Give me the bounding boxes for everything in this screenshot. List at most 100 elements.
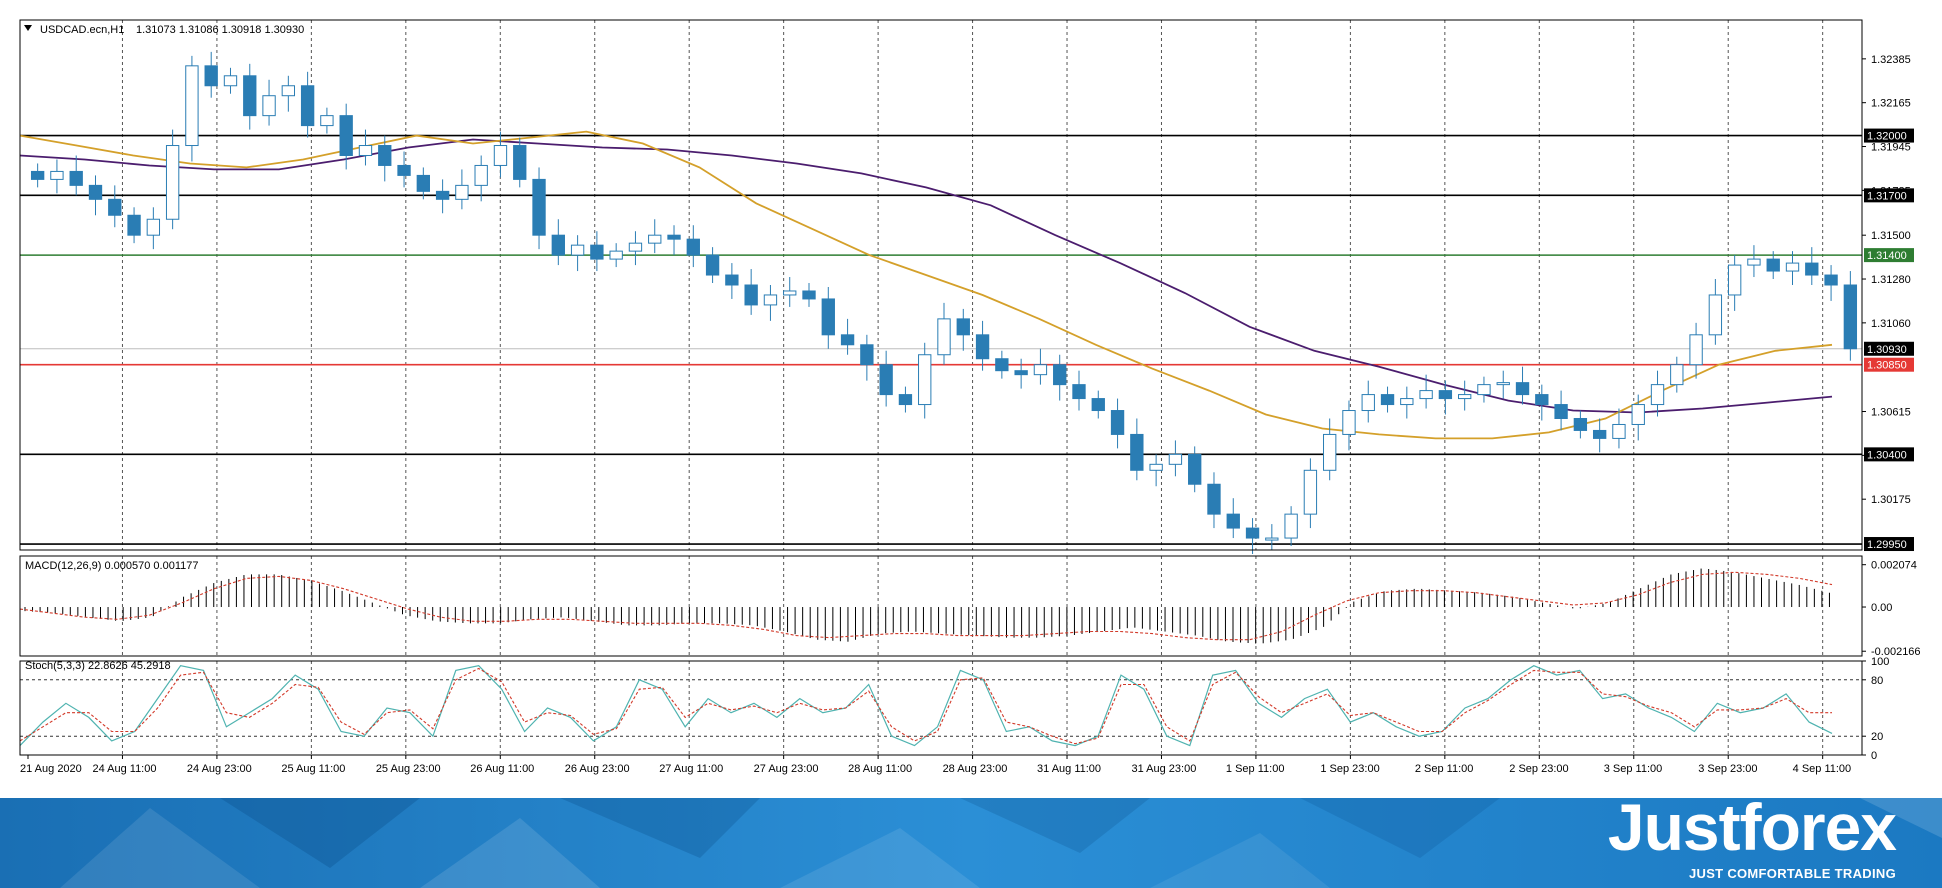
price-axis: 1.323851.321651.319451.317251.315001.312… [1862,54,1921,762]
collapse-triangle-icon[interactable] [24,25,32,31]
candle-body [397,164,411,176]
candle-body [378,145,392,166]
price-tick-label: 1.31500 [1871,230,1911,242]
candle-body [1342,410,1356,435]
time-tick-label: 3 Sep 11:00 [1604,763,1663,775]
candle-body [69,170,83,186]
price-tick-label: 1.30615 [1871,407,1911,419]
candle-body [1824,274,1838,286]
ohlc-readout: 1.31073 1.31086 1.30918 1.30930 [136,24,304,36]
price-tick-label: 1.31945 [1871,142,1911,154]
candle-body [763,294,778,306]
time-axis: 21 Aug 2020 24 Aug 11:00 24 Aug 23:00 25 Au… [20,755,1851,775]
candle-body [898,394,913,406]
price-pane [19,51,1862,554]
candle-body [339,115,353,156]
candle-body [1072,384,1086,400]
candle-body [1708,294,1723,336]
candle-body [281,85,296,97]
candle-body [1303,469,1318,515]
brand-logo: Justforex [1607,790,1897,864]
candle-body [956,318,970,336]
candle-body [590,244,604,260]
macd-tick-label: 0.002074 [1871,560,1917,572]
candle-body [1766,258,1780,272]
chart-background [0,0,1942,798]
candle-body [1670,364,1684,386]
time-tick-label: 25 Aug 11:00 [281,763,345,775]
candle-body [1592,429,1607,439]
time-tick-label: 26 Aug 23:00 [565,763,630,775]
candle-body [1554,404,1568,419]
candle-body [1130,433,1144,471]
stoch-pane [19,665,1862,747]
pane-border [19,555,1863,657]
candle-body [840,334,855,346]
stoch-title: Stoch(5,3,3) 22.8626 45.2918 [25,660,171,672]
candle-body [146,218,161,236]
macd-title: MACD(12,26,9) 0.000570 0.001177 [25,560,198,572]
macd-pane [19,568,1833,644]
candle-body [1053,364,1067,386]
candle-body [243,75,257,117]
candle-body [1689,334,1703,366]
candle-body [1612,423,1626,439]
candle-body [204,65,218,87]
time-tick-label: 27 Aug 11:00 [659,763,723,775]
candle-body [1400,398,1414,406]
price-tick-label: 1.32165 [1871,98,1911,110]
level-label-bg [1864,447,1914,462]
candle-body [1747,258,1761,266]
horizontal-levels [20,134,1862,545]
current-price-label: 1.30930 [1867,344,1907,356]
chart-title: USDCAD.ecn,H1 [40,24,124,36]
time-tick-label: 4 Sep 11:00 [1793,763,1852,775]
price-tick-label: 1.31280 [1871,274,1911,286]
time-tick-label: 26 Aug 11:00 [470,763,534,775]
price-tick-label: 1.30175 [1871,494,1911,506]
candle-body [1419,390,1433,400]
candle-body [1496,382,1510,386]
level-label-bg [1864,188,1914,203]
candle-body [416,174,430,192]
candle-body [1168,453,1183,465]
time-tick-label: 1 Sep 23:00 [1320,763,1379,775]
candle-body [1477,384,1491,396]
candle-body [300,85,315,127]
pane-border [19,19,1863,551]
candle-body [1650,384,1665,406]
candle-body [1573,417,1588,431]
time-tick-label: 2 Sep 23:00 [1509,763,1568,775]
time-tick-label: 3 Sep 23:00 [1698,763,1757,775]
candle-body [50,170,64,180]
candle-body [30,170,45,180]
candle-body [358,145,373,156]
time-tick-label: 1 Sep 11:00 [1226,763,1285,775]
candle-body [1785,262,1800,272]
candle-body [1245,527,1260,539]
candle-body [802,290,816,300]
macd-signal-line [19,571,1833,641]
candle-body [493,145,508,166]
candle-body [1843,284,1858,350]
candle-body [474,164,488,186]
candle-body [262,95,276,117]
candle-body [1631,404,1645,425]
candle-body [725,274,739,286]
candle-body [1284,513,1298,539]
candle-body [223,75,238,87]
sma-slow-line [19,138,1833,414]
level-label-bg [1864,248,1914,263]
brand-banner [0,798,1942,888]
candle-body [455,184,469,200]
level-label: 1.30400 [1867,449,1907,461]
stoch-tick-label: 20 [1871,731,1883,743]
candle-body [1805,262,1819,276]
time-tick-label: 25 Aug 23:00 [376,763,441,775]
candle-body [686,238,700,256]
level-label: 1.29950 [1867,539,1907,551]
candle-body [1033,364,1048,376]
stoch-signal-line [19,667,1832,745]
current-price-label-bg [1864,341,1914,356]
candle-body [1014,370,1028,376]
